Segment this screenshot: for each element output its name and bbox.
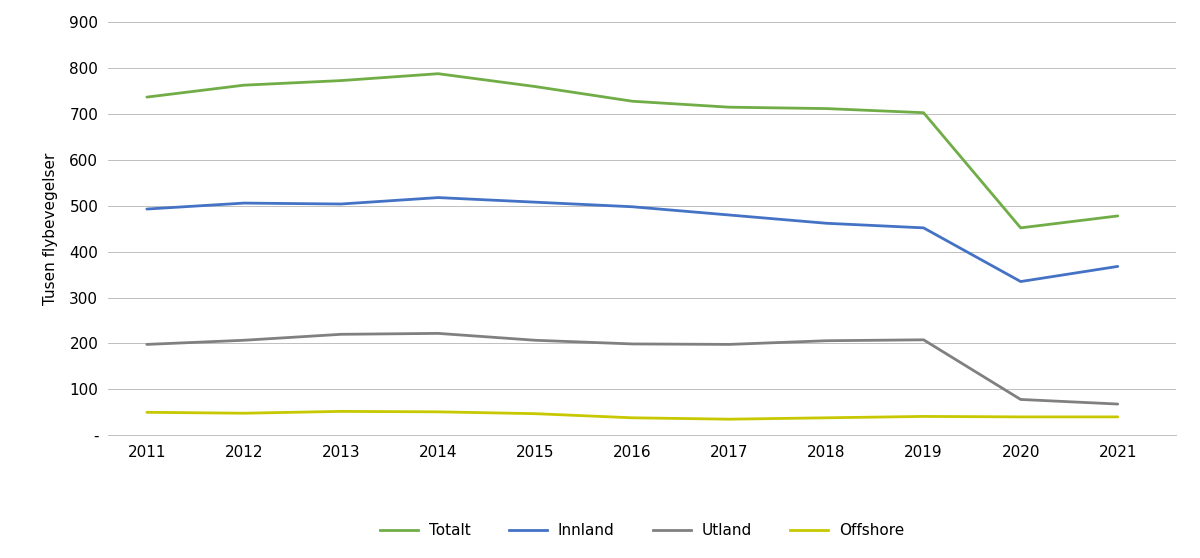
Utland: [722, 341, 737, 348]
Innland: [722, 211, 737, 218]
Offshore: [236, 410, 251, 417]
Offshore: [334, 408, 348, 415]
Legend: Totalt, Innland, Utland, Offshore: Totalt, Innland, Utland, Offshore: [374, 517, 910, 545]
Offshore: [625, 415, 640, 421]
Offshore: [1014, 413, 1028, 420]
Totalt: [722, 104, 737, 110]
Innland: [334, 201, 348, 208]
Totalt: [528, 83, 542, 90]
Totalt: [820, 105, 834, 112]
Innland: [139, 206, 154, 213]
Innland: [431, 194, 445, 201]
Totalt: [236, 82, 251, 89]
Innland: [820, 220, 834, 227]
Offshore: [1110, 413, 1124, 420]
Line: Innland: Innland: [146, 198, 1117, 282]
Offshore: [722, 416, 737, 422]
Innland: [1014, 278, 1028, 285]
Offshore: [528, 410, 542, 417]
Y-axis label: Tusen flybevegelser: Tusen flybevegelser: [43, 152, 58, 305]
Utland: [431, 330, 445, 336]
Offshore: [820, 415, 834, 421]
Innland: [528, 199, 542, 205]
Totalt: [139, 94, 154, 100]
Innland: [236, 200, 251, 206]
Innland: [1110, 263, 1124, 270]
Utland: [236, 337, 251, 344]
Utland: [820, 338, 834, 344]
Utland: [1110, 401, 1124, 407]
Totalt: [1014, 224, 1028, 231]
Utland: [1014, 396, 1028, 403]
Utland: [625, 340, 640, 347]
Line: Offshore: Offshore: [146, 411, 1117, 419]
Utland: [139, 341, 154, 348]
Line: Totalt: Totalt: [146, 74, 1117, 228]
Utland: [917, 336, 931, 343]
Totalt: [917, 109, 931, 116]
Totalt: [431, 70, 445, 77]
Totalt: [1110, 213, 1124, 219]
Offshore: [431, 408, 445, 415]
Innland: [917, 224, 931, 231]
Totalt: [334, 77, 348, 84]
Totalt: [625, 98, 640, 104]
Line: Utland: Utland: [146, 333, 1117, 404]
Innland: [625, 204, 640, 210]
Offshore: [917, 413, 931, 420]
Offshore: [139, 409, 154, 416]
Utland: [528, 337, 542, 344]
Utland: [334, 331, 348, 338]
